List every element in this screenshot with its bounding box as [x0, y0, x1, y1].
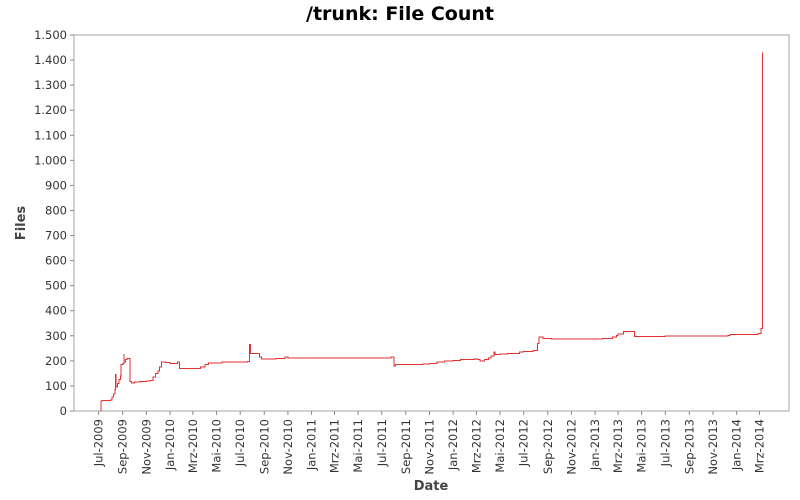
y-tick-label: 200 — [45, 354, 67, 368]
y-axis: 0 100 200 300 400 500 600 700 800 900 1.000 1.100 1.… — [34, 28, 74, 418]
plot-frame — [73, 34, 790, 412]
x-tick-label: Mai-2013 — [635, 419, 649, 473]
x-axis: Jul-2009 Sep-2009 Nov-2009 Jan-2010 Mrz-2010… — [92, 411, 767, 475]
y-tick-label: 1.100 — [34, 128, 67, 142]
x-tick-label: Jul-2009 — [92, 419, 106, 467]
y-tick-label: 400 — [45, 304, 67, 318]
x-tick-label: Mrz-2011 — [327, 419, 341, 473]
y-tick-label: 0 — [60, 404, 67, 418]
x-tick-label: Nov-2013 — [706, 419, 720, 475]
x-tick-label: Jul-2012 — [517, 419, 531, 467]
x-tick-label: Mai-2012 — [493, 419, 507, 473]
x-tick-label: Sep-2010 — [257, 419, 271, 474]
x-tick-label: Mrz-2012 — [469, 419, 483, 473]
y-tick-label: 1.000 — [34, 153, 67, 167]
x-tick-label: Jul-2011 — [375, 419, 389, 467]
x-tick-label: Jan-2013 — [588, 419, 602, 471]
y-axis-title: Files — [14, 206, 29, 241]
x-tick-label: Mrz-2014 — [753, 419, 767, 473]
x-tick-label: Sep-2013 — [682, 419, 696, 474]
y-tick-label: 900 — [45, 178, 67, 192]
y-tick-label: 1.200 — [34, 103, 67, 117]
y-tick-label: 600 — [45, 254, 67, 268]
x-tick-label: Sep-2009 — [116, 419, 130, 474]
y-tick-label: 100 — [45, 379, 67, 393]
x-axis-title: Date — [414, 479, 449, 494]
x-tick-label: Jan-2011 — [305, 419, 319, 471]
y-tick-label: 300 — [45, 329, 67, 343]
x-tick-label: Mrz-2013 — [611, 419, 625, 473]
x-tick-label: Nov-2012 — [564, 419, 578, 475]
x-tick-label: Jan-2014 — [730, 419, 744, 471]
series-layer — [100, 52, 763, 412]
x-tick-label: Sep-2012 — [541, 419, 555, 474]
x-tick-label: Mai-2011 — [351, 419, 365, 473]
x-tick-label: Mrz-2010 — [186, 419, 200, 473]
x-tick-label: Nov-2009 — [139, 419, 153, 475]
x-tick-label: Jul-2013 — [658, 419, 672, 467]
x-tick-label: Sep-2011 — [399, 419, 413, 474]
x-tick-label: Jul-2010 — [233, 419, 247, 467]
y-tick-label: 800 — [45, 203, 67, 217]
x-tick-label: Nov-2011 — [422, 419, 436, 475]
x-tick-label: Nov-2010 — [281, 419, 295, 475]
y-tick-label: 1.300 — [34, 78, 67, 92]
x-tick-label: Jan-2010 — [163, 419, 177, 471]
y-tick-label: 1.500 — [34, 28, 67, 42]
x-tick-label: Mai-2010 — [210, 419, 224, 473]
chart-title: /trunk: File Count — [306, 3, 494, 25]
y-tick-label: 700 — [45, 229, 67, 243]
y-tick-label: 1.400 — [34, 53, 67, 67]
y-tick-label: 500 — [45, 279, 67, 293]
series-line — [100, 52, 763, 412]
x-tick-label: Jan-2012 — [446, 419, 460, 471]
